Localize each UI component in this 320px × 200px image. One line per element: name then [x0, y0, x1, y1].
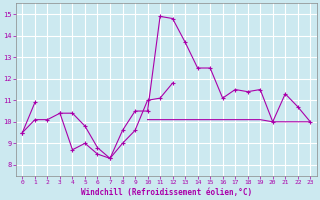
X-axis label: Windchill (Refroidissement éolien,°C): Windchill (Refroidissement éolien,°C) — [81, 188, 252, 197]
